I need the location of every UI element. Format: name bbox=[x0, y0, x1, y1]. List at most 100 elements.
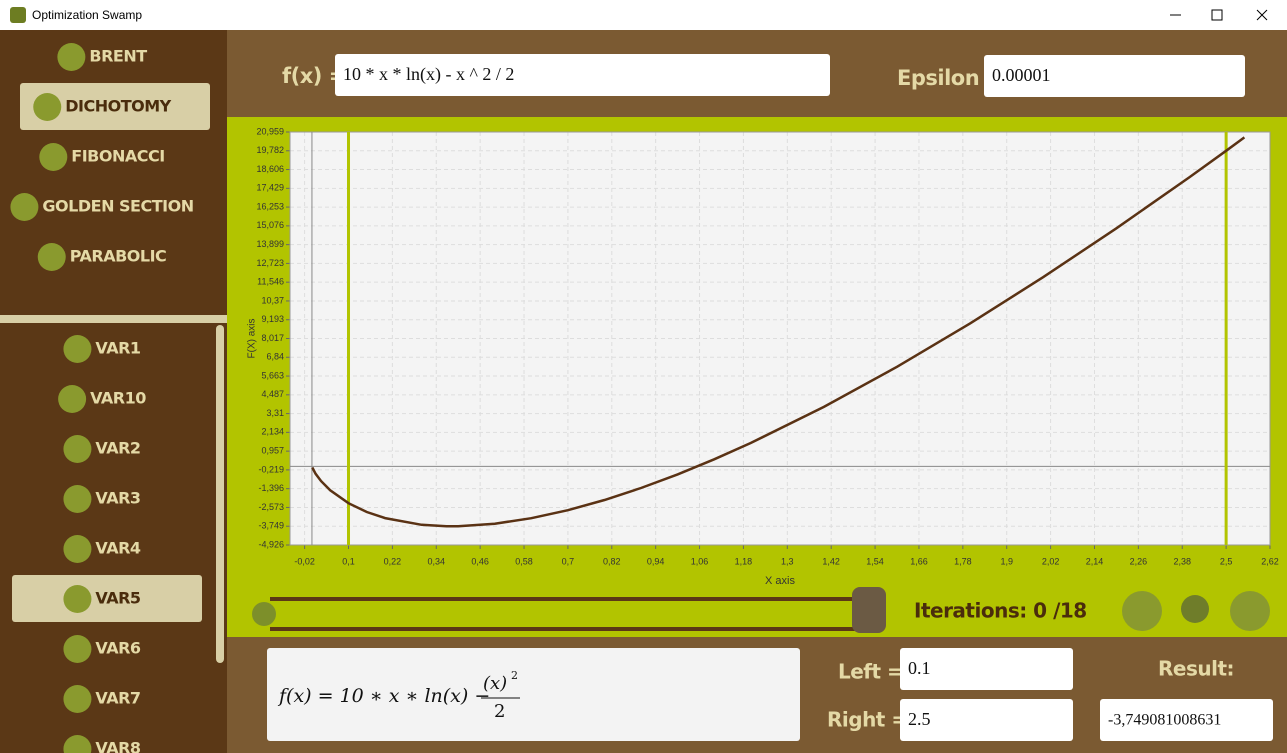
list-item[interactable]: BRENT bbox=[57, 43, 148, 71]
list-item[interactable]: VAR3 bbox=[63, 485, 141, 513]
list-item-label: GOLDEN SECTION bbox=[42, 197, 193, 216]
list-item[interactable]: GOLDEN SECTION bbox=[10, 193, 194, 221]
x-tick-label: 1,06 bbox=[691, 556, 709, 566]
y-tick-label: 20,959 bbox=[256, 126, 284, 136]
close-button[interactable] bbox=[1256, 9, 1268, 21]
list-item[interactable]: VAR10 bbox=[58, 385, 147, 413]
x-tick-label: 1,54 bbox=[866, 556, 884, 566]
y-tick-label: 0,957 bbox=[261, 446, 284, 456]
list-item[interactable]: VAR2 bbox=[63, 435, 141, 463]
list-item-label: VAR4 bbox=[95, 539, 141, 558]
x-tick-label: 0,7 bbox=[562, 556, 575, 566]
x-tick-label: 0,82 bbox=[603, 556, 621, 566]
y-tick-label: 15,076 bbox=[256, 220, 284, 230]
list-item-label: DICHOTOMY bbox=[65, 97, 171, 116]
y-tick-label: -4,926 bbox=[258, 539, 284, 549]
item-icon bbox=[63, 485, 92, 513]
maximize-button[interactable] bbox=[1211, 9, 1223, 21]
result-value: -3,749081008631 bbox=[1108, 712, 1221, 729]
x-axis-label: X axis bbox=[765, 575, 795, 587]
x-tick-label: 0,1 bbox=[342, 556, 355, 566]
list-item-label: VAR2 bbox=[95, 439, 140, 458]
item-icon bbox=[39, 143, 68, 171]
shrek-button[interactable] bbox=[1181, 595, 1209, 623]
list-item[interactable]: VAR7 bbox=[63, 685, 141, 713]
y-tick-label: 5,663 bbox=[261, 370, 284, 380]
app-icon bbox=[10, 7, 26, 23]
selected-item bbox=[12, 575, 202, 622]
left-input[interactable] bbox=[900, 648, 1073, 690]
y-tick-label: 16,253 bbox=[256, 201, 284, 211]
scrollbar[interactable] bbox=[216, 325, 224, 663]
epsilon-input-text: 0.00001 bbox=[992, 65, 1051, 85]
curve bbox=[311, 136, 1246, 528]
x-tick-label: 2,26 bbox=[1130, 556, 1148, 566]
y-tick-label: 8,017 bbox=[261, 333, 284, 343]
y-tick-label: -0,219 bbox=[258, 464, 284, 474]
shrek-button[interactable] bbox=[1230, 591, 1270, 631]
item-icon bbox=[37, 243, 66, 271]
list-item[interactable]: FIBONACCI bbox=[39, 143, 165, 171]
right-input[interactable] bbox=[900, 699, 1073, 741]
list-item-label: VAR6 bbox=[95, 639, 141, 658]
y-tick-label: 6,84 bbox=[266, 352, 284, 362]
formula-lhs: f(x) = 10 ∗ x ∗ ln(x) − bbox=[277, 685, 490, 707]
selected-item bbox=[20, 83, 210, 130]
item-icon bbox=[63, 535, 92, 563]
sidebar-separator bbox=[0, 315, 227, 323]
plot-border bbox=[289, 131, 1271, 546]
item-icon bbox=[63, 335, 92, 363]
y-tick-label: 13,899 bbox=[256, 239, 284, 249]
y-tick-label: 3,31 bbox=[266, 408, 284, 418]
item-icon bbox=[57, 43, 86, 71]
x-tick-label: 0,22 bbox=[384, 556, 402, 566]
list-item-label: BRENT bbox=[89, 47, 147, 66]
x-tick-label: 1,3 bbox=[781, 556, 794, 566]
list-item[interactable]: PARABOLIC bbox=[37, 243, 167, 271]
list-item[interactable]: VAR4 bbox=[63, 535, 141, 563]
list-item[interactable]: VAR5 bbox=[63, 585, 141, 613]
item-icon bbox=[63, 585, 92, 613]
formula-box bbox=[267, 648, 800, 741]
list-item-label: VAR7 bbox=[95, 689, 140, 708]
list-item[interactable]: VAR1 bbox=[63, 335, 141, 363]
formula-denominator: 2 bbox=[494, 701, 505, 722]
epsilon-input[interactable] bbox=[984, 55, 1245, 97]
list-item[interactable]: DICHOTOMY bbox=[33, 93, 172, 121]
list-item-label: VAR8 bbox=[95, 739, 141, 753]
list-item-label: FIBONACCI bbox=[71, 147, 164, 166]
list-item[interactable]: VAR8 bbox=[63, 735, 141, 753]
x-tick-label: 1,18 bbox=[735, 556, 753, 566]
result-output bbox=[1100, 699, 1273, 741]
iterations-label: Iterations: 0 /18 bbox=[914, 599, 1087, 623]
y-tick-label: 19,782 bbox=[256, 145, 284, 155]
y-tick-label: 2,134 bbox=[261, 427, 284, 437]
window-title: Optimization Swamp bbox=[32, 8, 142, 22]
y-tick-label: 18,606 bbox=[256, 164, 284, 174]
formula-exponent: 2 bbox=[511, 669, 518, 682]
left-input-text: 0.1 bbox=[908, 658, 931, 678]
x-tick-label: 2,14 bbox=[1086, 556, 1104, 566]
list-item-label: VAR5 bbox=[95, 589, 141, 608]
item-icon bbox=[10, 193, 39, 221]
x-tick-label: 0,34 bbox=[428, 556, 446, 566]
y-tick-label: -3,749 bbox=[258, 521, 284, 531]
x-tick-label: 1,9 bbox=[1000, 556, 1013, 566]
right-input-text: 2.5 bbox=[908, 709, 931, 729]
slider-start-icon[interactable] bbox=[252, 602, 276, 626]
shrek-button[interactable] bbox=[1122, 591, 1162, 631]
formula-numerator: (x) bbox=[483, 673, 507, 694]
list-item[interactable]: VAR6 bbox=[63, 635, 141, 663]
list-item-label: VAR10 bbox=[90, 389, 146, 408]
slider-end-icon[interactable] bbox=[852, 587, 886, 633]
function-input[interactable] bbox=[335, 54, 830, 96]
x-tick-label: 0,58 bbox=[515, 556, 533, 566]
y-tick-label: 10,37 bbox=[261, 295, 284, 305]
y-tick-label: 12,723 bbox=[256, 258, 284, 268]
y-tick-label: 11,546 bbox=[257, 277, 284, 287]
item-icon bbox=[63, 435, 92, 463]
function-input-text: 10 * x * ln(x) - x ^ 2 / 2 bbox=[343, 64, 514, 85]
y-tick-label: -1,396 bbox=[258, 483, 284, 493]
y-tick-label: 9,193 bbox=[261, 314, 284, 324]
